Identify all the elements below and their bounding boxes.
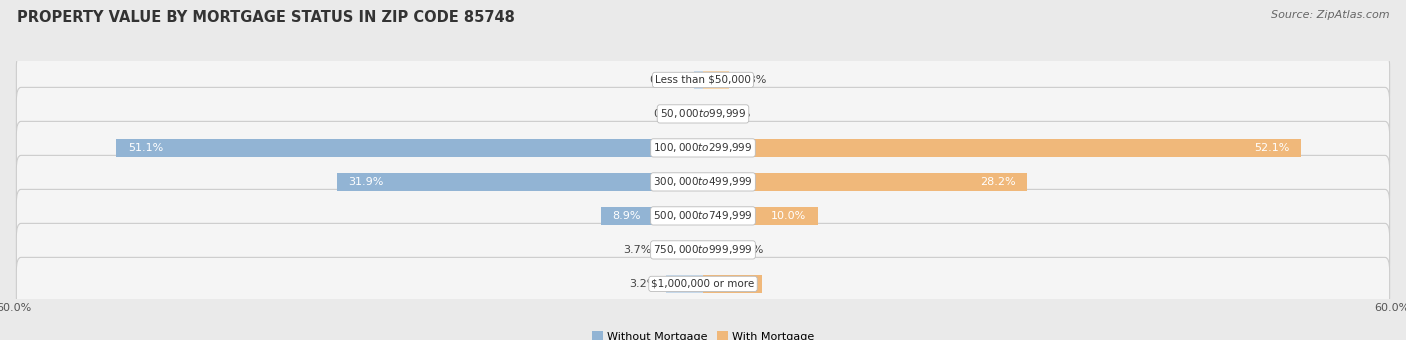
Text: PROPERTY VALUE BY MORTGAGE STATUS IN ZIP CODE 85748: PROPERTY VALUE BY MORTGAGE STATUS IN ZIP…: [17, 10, 515, 25]
FancyBboxPatch shape: [17, 155, 1389, 208]
Text: 51.1%: 51.1%: [128, 143, 163, 153]
Text: Less than $50,000: Less than $50,000: [655, 75, 751, 85]
Bar: [661, 241, 703, 259]
Text: 28.2%: 28.2%: [980, 177, 1015, 187]
Text: 0.25%: 0.25%: [716, 109, 751, 119]
Text: $50,000 to $99,999: $50,000 to $99,999: [659, 107, 747, 120]
Text: 0.76%: 0.76%: [650, 75, 685, 85]
FancyBboxPatch shape: [17, 87, 1389, 140]
Text: 2.3%: 2.3%: [738, 75, 766, 85]
Text: $500,000 to $749,999: $500,000 to $749,999: [654, 209, 752, 222]
Bar: [336, 173, 703, 191]
Text: 2.0%: 2.0%: [735, 245, 763, 255]
Bar: [703, 139, 1301, 157]
FancyBboxPatch shape: [17, 189, 1389, 242]
Text: Source: ZipAtlas.com: Source: ZipAtlas.com: [1271, 10, 1389, 20]
Text: 8.9%: 8.9%: [612, 211, 641, 221]
Bar: [703, 241, 725, 259]
Bar: [703, 275, 762, 293]
Text: $750,000 to $999,999: $750,000 to $999,999: [654, 243, 752, 256]
Text: 3.7%: 3.7%: [623, 245, 651, 255]
Bar: [697, 105, 703, 123]
Text: 10.0%: 10.0%: [770, 211, 807, 221]
Bar: [703, 105, 706, 123]
Text: 5.1%: 5.1%: [721, 279, 749, 289]
Text: 31.9%: 31.9%: [349, 177, 384, 187]
FancyBboxPatch shape: [17, 53, 1389, 106]
Bar: [117, 139, 703, 157]
FancyBboxPatch shape: [17, 121, 1389, 174]
Bar: [703, 173, 1026, 191]
Text: $1,000,000 or more: $1,000,000 or more: [651, 279, 755, 289]
Bar: [666, 275, 703, 293]
Text: 52.1%: 52.1%: [1254, 143, 1289, 153]
Text: $100,000 to $299,999: $100,000 to $299,999: [654, 141, 752, 154]
Bar: [703, 71, 730, 89]
Legend: Without Mortgage, With Mortgage: Without Mortgage, With Mortgage: [588, 327, 818, 340]
Bar: [695, 71, 703, 89]
Text: 0.43%: 0.43%: [654, 109, 689, 119]
Text: $300,000 to $499,999: $300,000 to $499,999: [654, 175, 752, 188]
Text: 3.2%: 3.2%: [628, 279, 657, 289]
FancyBboxPatch shape: [17, 257, 1389, 310]
Bar: [703, 207, 818, 225]
Bar: [600, 207, 703, 225]
FancyBboxPatch shape: [17, 223, 1389, 276]
